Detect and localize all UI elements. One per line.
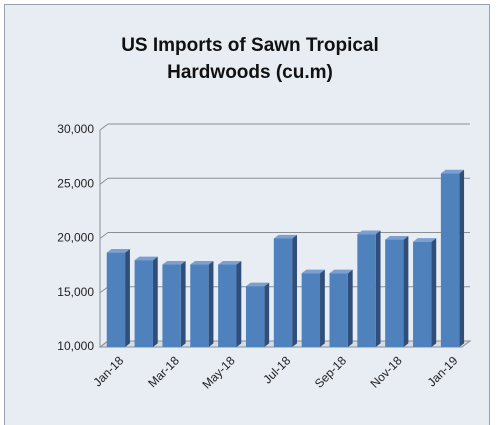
x-tick-label: Jan-18 [90, 353, 126, 389]
x-tick-label: May-18 [199, 353, 237, 391]
bar [245, 282, 270, 347]
x-tick-label: Sep-18 [312, 353, 349, 390]
bar-top [190, 260, 214, 265]
bar [106, 249, 130, 347]
bar-top [440, 169, 465, 174]
bar-side [125, 249, 130, 347]
grid-line-side [99, 177, 109, 185]
bar-top [218, 260, 242, 265]
bar-side [320, 269, 325, 347]
bar-side [347, 269, 353, 347]
bar-top [162, 260, 186, 265]
x-tick-label: Jul-18 [260, 353, 293, 386]
bar-top [301, 269, 325, 274]
bar-top [273, 234, 297, 239]
bar-side [152, 256, 158, 347]
y-tick-label: 20,000 [57, 231, 94, 245]
bar [162, 260, 186, 347]
bar [218, 260, 242, 347]
y-tick-label: 25,000 [57, 176, 94, 190]
bar-front [413, 241, 432, 347]
bar-top [134, 256, 158, 261]
bar-front [134, 260, 153, 347]
bar-side [292, 234, 297, 347]
bar-front [385, 239, 404, 347]
y-tick-label: 15,000 [57, 285, 94, 299]
bar-side [431, 238, 437, 347]
bar [413, 238, 437, 347]
bar-side [264, 282, 270, 347]
bar-top [413, 238, 437, 242]
y-tick-label: 10,000 [57, 339, 94, 353]
bar [357, 230, 381, 347]
x-tick-label: Nov-18 [367, 353, 404, 390]
bar-side [208, 260, 214, 347]
bar-top [106, 249, 130, 253]
bar-front [190, 264, 209, 347]
bar-top [245, 282, 270, 287]
chart-frame [4, 4, 490, 425]
bar [273, 234, 297, 347]
bar-side [459, 169, 465, 347]
x-tick-label: Mar-18 [145, 353, 182, 390]
bar-side [236, 260, 242, 347]
bar [385, 235, 409, 347]
bar-side [403, 235, 409, 347]
bar [440, 169, 465, 347]
grid-line-side [99, 232, 109, 239]
bar-front [440, 173, 460, 347]
bar-front [329, 273, 348, 347]
chart-title: US Imports of Sawn Tropical Hardwoods (c… [121, 35, 379, 83]
bar-front [301, 273, 321, 347]
bar [134, 256, 158, 347]
bar-top [329, 269, 353, 274]
bar-front [106, 252, 126, 347]
bar-side [375, 230, 381, 347]
grid-line-side [99, 123, 109, 131]
bar-top [357, 230, 381, 235]
grid-line-side [99, 340, 109, 348]
bar-top [385, 235, 409, 240]
bar-front [245, 286, 265, 347]
bar-side [180, 260, 186, 347]
x-tick-label: Jan-19 [425, 353, 461, 389]
bar-front [273, 238, 293, 347]
bar-front [162, 264, 181, 347]
y-tick-label: 30,000 [57, 122, 94, 136]
bar-front [218, 264, 237, 347]
grid-line-side [99, 286, 109, 294]
bar [190, 260, 214, 347]
bar-front [357, 234, 376, 347]
bar [329, 269, 353, 347]
bar [301, 269, 325, 347]
